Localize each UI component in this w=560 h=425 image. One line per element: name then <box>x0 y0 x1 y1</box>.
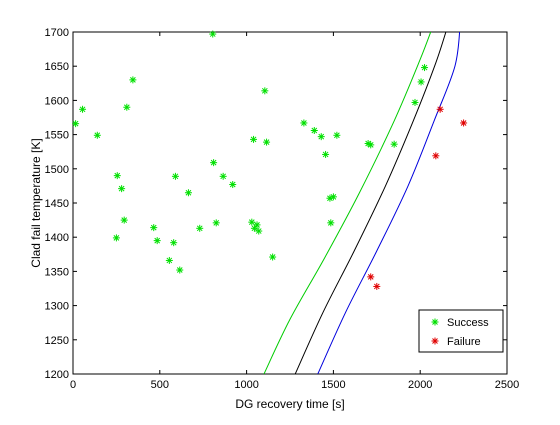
point-success <box>118 185 126 193</box>
point-success <box>417 78 425 86</box>
series-failure <box>367 105 468 290</box>
x-tick-label: 1000 <box>234 379 258 391</box>
y-tick-label: 1700 <box>45 27 69 39</box>
x-tick-label: 500 <box>151 379 169 391</box>
point-success <box>310 126 318 134</box>
point-success <box>367 141 375 149</box>
point-success <box>150 224 158 232</box>
boundary-curve-3 <box>317 32 461 374</box>
point-success <box>113 172 121 180</box>
point-success <box>210 159 218 167</box>
point-success <box>176 266 184 274</box>
point-success <box>120 216 128 224</box>
y-tick-label: 1600 <box>45 95 69 107</box>
point-success <box>327 219 335 227</box>
boundary-curve-1 <box>263 32 432 374</box>
point-success <box>170 239 178 247</box>
point-success <box>153 237 161 245</box>
point-success <box>196 224 204 232</box>
series-success <box>72 30 429 274</box>
point-success <box>390 140 398 148</box>
x-tick-label: 2500 <box>495 379 519 391</box>
boundary-curve-2 <box>294 32 447 374</box>
point-success <box>322 150 330 158</box>
y-tick-label: 1400 <box>45 232 69 244</box>
y-axis-label: Clad fail temperature [K] <box>29 138 43 267</box>
legend: Success Failure <box>418 309 504 353</box>
point-success <box>317 133 325 141</box>
point-failure <box>436 105 444 113</box>
point-success <box>411 98 419 106</box>
point-failure <box>367 273 375 281</box>
point-success <box>171 172 179 180</box>
x-axis-label: DG recovery time [s] <box>235 397 344 411</box>
point-success <box>184 189 192 197</box>
legend-label-success: Success <box>447 317 489 329</box>
y-tick-label: 1250 <box>45 335 69 347</box>
data-points <box>72 30 468 290</box>
x-tick-label: 2000 <box>408 379 432 391</box>
point-success <box>250 135 258 143</box>
point-success <box>421 64 429 72</box>
point-success <box>253 221 261 229</box>
point-success <box>129 76 137 84</box>
point-success <box>123 103 131 111</box>
point-success <box>248 218 256 226</box>
point-failure <box>432 152 440 160</box>
y-tick-label: 1500 <box>45 164 69 176</box>
boundary-curves <box>263 32 461 374</box>
point-success <box>72 120 80 128</box>
x-tick-label: 0 <box>70 379 76 391</box>
point-success <box>229 181 237 189</box>
y-tick-label: 1300 <box>45 301 69 313</box>
point-success <box>212 219 220 227</box>
point-success <box>219 172 227 180</box>
point-success <box>165 256 173 264</box>
legend-marker-success <box>431 318 439 326</box>
point-success <box>329 193 337 201</box>
point-success <box>263 138 271 146</box>
point-failure <box>373 282 381 290</box>
point-success <box>255 227 263 235</box>
y-tick-label: 1350 <box>45 266 69 278</box>
point-success <box>269 253 277 261</box>
x-axis: 0 500 1000 1500 2000 2500 <box>70 32 519 391</box>
point-success <box>209 30 217 38</box>
legend-box <box>418 309 504 353</box>
y-tick-label: 1200 <box>45 369 69 381</box>
legend-label-failure: Failure <box>447 336 481 348</box>
y-tick-label: 1650 <box>45 61 69 73</box>
y-tick-label: 1550 <box>45 130 69 142</box>
y-axis: 1200 1250 1300 1350 1400 1450 1500 1550 1600 1650… <box>45 27 507 381</box>
x-tick-label: 1500 <box>321 379 345 391</box>
legend-marker-failure <box>431 337 439 345</box>
point-success <box>300 119 308 127</box>
point-failure <box>460 119 468 127</box>
point-success <box>112 234 120 242</box>
point-success <box>261 87 269 95</box>
point-success <box>333 131 341 139</box>
point-success <box>79 105 87 113</box>
point-success <box>93 131 101 139</box>
y-tick-label: 1450 <box>45 198 69 210</box>
